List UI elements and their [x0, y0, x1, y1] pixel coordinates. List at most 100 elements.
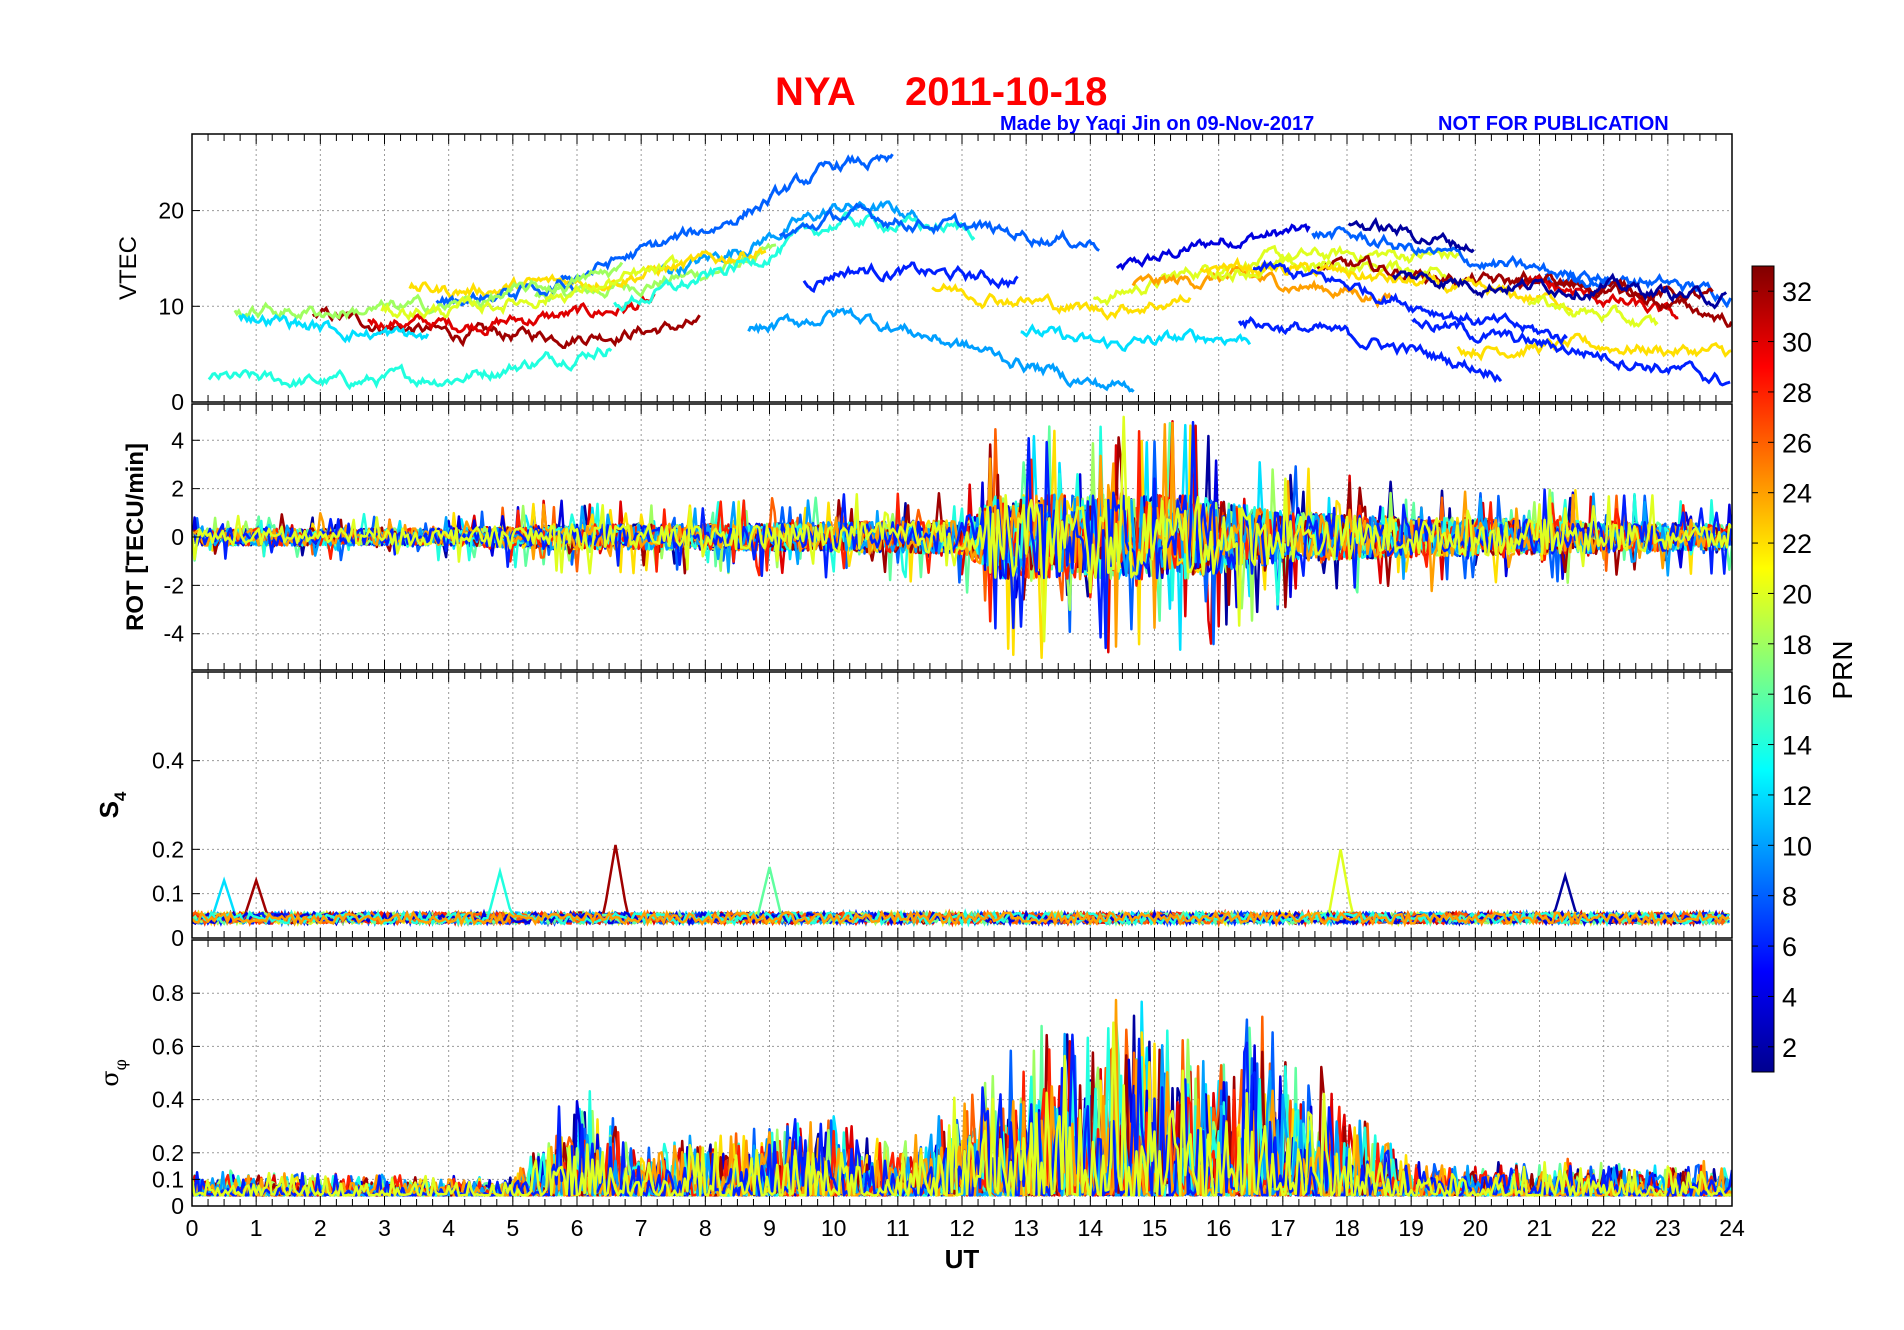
y-tick-label: 0.1: [152, 881, 184, 907]
y-tick-label: 0: [171, 524, 184, 550]
x-tick-label: 10: [821, 1215, 847, 1241]
vtec-trace: [207, 346, 613, 391]
colorbar-tick-label: 20: [1782, 579, 1812, 609]
sigma-phi-yticks: 00.10.2 0.4 0.6 0.8: [152, 940, 1733, 1219]
y-tick-label: 0.8: [152, 980, 184, 1006]
colorbar-tick-label: 6: [1782, 932, 1797, 962]
x-tick-labels: 0 1 2 3 4 5 6 7 8 9 10 11 12 13 14 15 16 17 18 19 20 21 22 23 24: [186, 1215, 1745, 1241]
colorbar-tick-label: 22: [1782, 529, 1812, 559]
x-tick-label: 24: [1719, 1215, 1745, 1241]
y-tick-label: 20: [158, 198, 184, 224]
x-tick-label: 20: [1463, 1215, 1489, 1241]
vtec-trace: [1131, 266, 1393, 309]
rot-panel: -4 -2 0 2 4 ROT [TECU/min]: [122, 403, 1733, 671]
sigma-phi-traces: [192, 998, 1732, 1197]
vtec-trace: [747, 306, 1135, 393]
y-tick-label: 0: [171, 925, 184, 951]
vtec-trace: [367, 293, 656, 337]
y-tick-label: -2: [164, 572, 184, 598]
x-tick-label: 18: [1334, 1215, 1360, 1241]
colorbar-tick-label: 30: [1782, 328, 1812, 358]
chart-title-date: 2011-10-18: [905, 70, 1107, 114]
colorbar-tick-label: 2: [1782, 1033, 1797, 1063]
y-tick-label: 0.4: [152, 748, 184, 774]
vtec-trace: [560, 153, 894, 285]
vtec-trace: [1311, 225, 1611, 289]
s4-yticks: 0 0.1 0.2 0.4: [152, 672, 1733, 951]
svg-text:σφ: σφ: [96, 1059, 130, 1087]
s4-trace: [192, 866, 1730, 928]
vtec-panel: 0 10 20 VTEC: [115, 133, 1733, 415]
vtec-trace: [654, 200, 919, 277]
x-tick-label: 22: [1591, 1215, 1617, 1241]
credit-text: Made by Yaqi Jin on 09-Nov-2017: [1000, 113, 1314, 135]
colorbar-tick-label: 24: [1782, 479, 1812, 509]
vtec-ylabel: VTEC: [115, 236, 142, 300]
colorbar-tick-label: 16: [1782, 680, 1812, 710]
s4-grid: [192, 672, 1732, 938]
x-tick-label: 11: [886, 1215, 910, 1241]
colorbar-label: PRN: [1827, 640, 1858, 699]
colorbar-tick-label: 32: [1782, 277, 1812, 307]
svg-text:S4: S4: [94, 791, 130, 818]
series-trace: [192, 415, 1732, 643]
x-tick-label: 19: [1398, 1215, 1424, 1241]
s4-ylabel: S4: [94, 791, 130, 818]
x-tick-label: 1: [250, 1215, 263, 1241]
x-tick-label: 0: [186, 1215, 199, 1241]
y-tick-label: 0: [171, 389, 184, 415]
vtec-trace: [1237, 315, 1503, 384]
rot-traces: [192, 415, 1732, 660]
y-tick-label: 0.1: [152, 1166, 184, 1192]
vtec-grid: [192, 134, 1732, 402]
vtec-traces: [207, 153, 1732, 393]
vtec-trace: [380, 253, 679, 322]
s4-trace: [192, 909, 1730, 928]
x-tick-label: 15: [1142, 1215, 1168, 1241]
vtec-trace: [1456, 332, 1732, 362]
colorbar-tick-label: 28: [1782, 378, 1812, 408]
x-tick-label: 13: [1013, 1215, 1039, 1241]
x-tick-label: 5: [506, 1215, 519, 1241]
y-tick-label: 0.2: [152, 836, 184, 862]
rot-ylabel: ROT [TECU/min]: [122, 443, 149, 631]
y-tick-label: 4: [171, 427, 184, 453]
chart-title-station: NYA: [775, 70, 856, 114]
y-tick-label: 2: [171, 476, 184, 502]
y-tick-label: 0.6: [152, 1033, 184, 1059]
x-tick-label: 12: [949, 1215, 975, 1241]
x-tick-label: 3: [378, 1215, 391, 1241]
sigma-phi-ylabel: σφ: [96, 1059, 130, 1087]
y-tick-label: 0.2: [152, 1140, 184, 1166]
s4-panel: 0 0.1 0.2 0.4 S4: [94, 671, 1733, 951]
vtec-trace: [802, 261, 1019, 294]
sigma-phi-panel: 00.10.2 0.4 0.6 0.8 σφ: [96, 939, 1733, 1219]
vtec-trace: [1347, 216, 1475, 254]
vtec-trace: [931, 282, 1192, 321]
y-tick-label: 0: [171, 1193, 184, 1219]
y-tick-label: 0.4: [152, 1087, 184, 1113]
x-tick-label: 6: [571, 1215, 584, 1241]
x-tick-label: 23: [1655, 1215, 1681, 1241]
x-tick-label: 21: [1527, 1215, 1553, 1241]
colorbar-tick-label: 8: [1782, 882, 1797, 912]
series-trace: [192, 1021, 1732, 1197]
vtec-trace: [237, 313, 430, 344]
y-tick-label: -4: [164, 621, 185, 647]
notice-text: NOT FOR PUBLICATION: [1438, 113, 1669, 135]
vtec-trace: [1391, 270, 1728, 310]
vtec-trace: [1527, 294, 1659, 329]
x-tick-label: 4: [442, 1215, 455, 1241]
vtec-trace: [778, 202, 1100, 252]
colorbar-tick-label: 4: [1782, 982, 1797, 1012]
rot-yticks: -4 -2 0 2 4: [164, 404, 1733, 670]
colorbar-gradient: [1751, 265, 1775, 1073]
colorbar-tick-label: 12: [1782, 781, 1812, 811]
y-tick-label: 10: [158, 293, 184, 319]
colorbar-tick-label: 10: [1782, 831, 1812, 861]
vtec-trace: [1521, 274, 1679, 320]
x-tick-label: 17: [1270, 1215, 1296, 1241]
